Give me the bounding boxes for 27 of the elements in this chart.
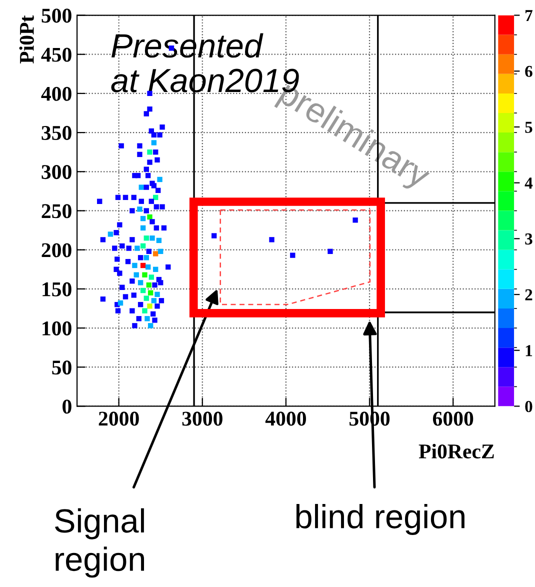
color-bar-label: 5 — [525, 122, 532, 133]
x-tick-label: 3000 — [182, 412, 222, 426]
y-tick-label: 250 — [42, 204, 72, 218]
y-tick-label: 500 — [42, 8, 72, 23]
y-tick-label: 50 — [52, 360, 72, 375]
color-bar-label: 7 — [526, 10, 532, 22]
x-tick-label: 4000 — [265, 412, 306, 426]
y-tick-label: 200 — [42, 243, 72, 258]
y-tick-label: 100 — [42, 321, 72, 336]
y-tick-label: 0 — [62, 400, 72, 414]
x-tick-label: 2000 — [98, 412, 139, 426]
y-tick-label: 400 — [41, 86, 72, 101]
color-bar-label: 0 — [525, 400, 532, 412]
y-axis-title: Pi0Pt — [19, 15, 34, 64]
color-bar-label: 2 — [525, 289, 532, 300]
color-bar-label: 6 — [525, 66, 532, 78]
y-tick-label: 450 — [41, 48, 72, 62]
x-axis-title: Pi0RecZ — [418, 444, 494, 459]
text: blind region — [296, 504, 464, 536]
color-bar-label: 3 — [525, 233, 532, 245]
text: Signal region — [55, 508, 144, 578]
y-tick-label: 150 — [42, 282, 72, 296]
y-tick-label: 300 — [42, 165, 72, 180]
y-tick-label: 350 — [42, 126, 72, 140]
color-bar-label: 4 — [524, 178, 533, 189]
color-bar-label: 1 — [526, 345, 532, 356]
x-tick-label: 6000 — [432, 412, 474, 426]
